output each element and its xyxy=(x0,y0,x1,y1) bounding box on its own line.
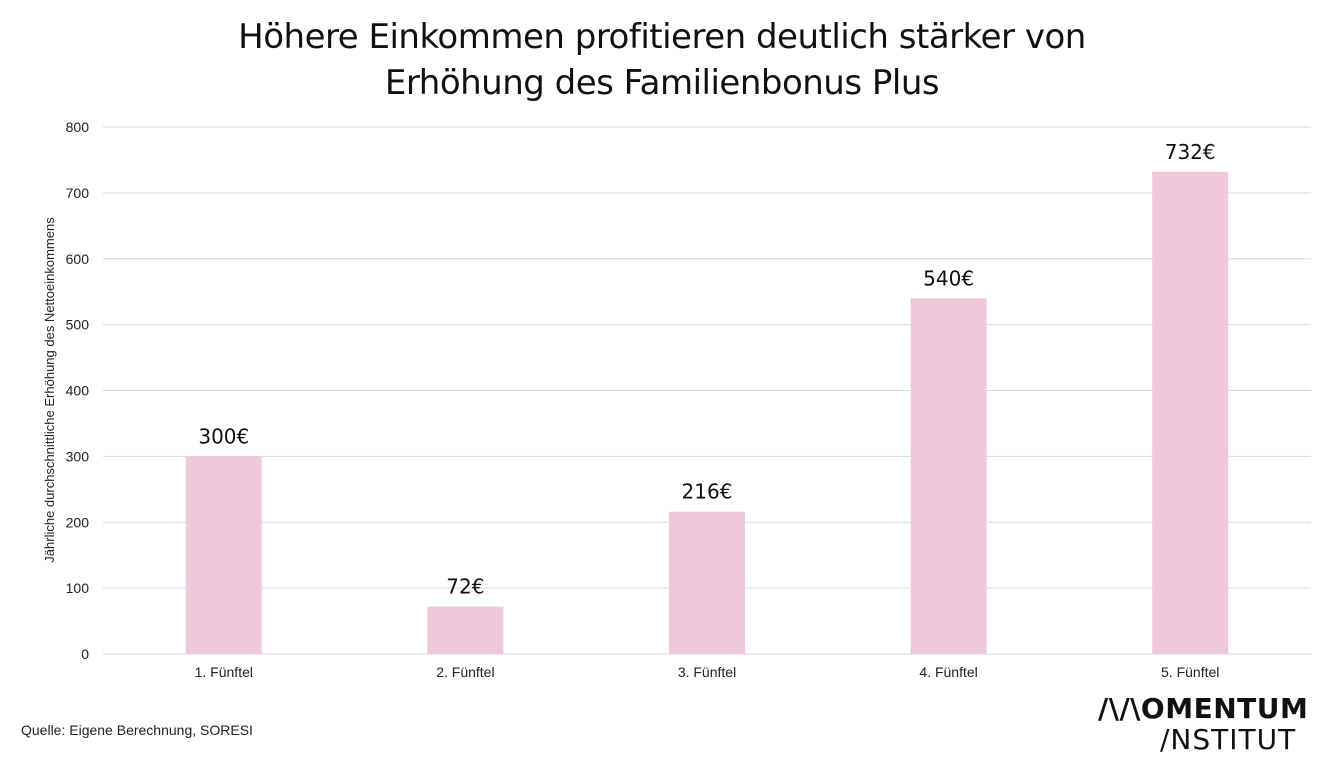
bar-1 xyxy=(185,456,262,654)
y-tick-label: 400 xyxy=(66,383,90,399)
y-tick-label: 800 xyxy=(66,119,90,135)
bar-3 xyxy=(669,511,745,654)
data-label-5: 732€ xyxy=(1165,140,1216,164)
x-tick-label-2: 2. Fünftel xyxy=(436,664,494,680)
data-label-3: 216€ xyxy=(682,480,733,504)
data-label-4: 540€ xyxy=(923,266,974,290)
x-tick-label-1: 1. Fünftel xyxy=(195,664,253,680)
bar-5 xyxy=(1152,171,1229,655)
chart-title-line-2: Erhöhung des Familienbonus Plus xyxy=(384,63,940,103)
bars xyxy=(185,171,1229,655)
x-axis-ticks: 1. Fünftel 2. Fünftel 3. Fünftel 4. Fünftel… xyxy=(195,664,1220,680)
data-label-1: 300€ xyxy=(198,424,249,448)
y-tick-label: 500 xyxy=(66,317,90,333)
y-tick-label: 700 xyxy=(66,185,90,201)
bar-4 xyxy=(910,298,987,654)
chart-title-line-1: Höhere Einkommen profitieren deutlich st… xyxy=(238,17,1086,57)
y-tick-label: 0 xyxy=(81,646,89,662)
y-tick-label: 300 xyxy=(66,448,90,464)
momentum-institut-logo: /\/\OMENTUM /NSTITUT xyxy=(1098,694,1308,756)
logo-line-1: /\/\OMENTUM xyxy=(1098,692,1309,725)
x-tick-label-5: 5. Fünftel xyxy=(1161,664,1219,680)
y-axis-ticks: 0 100 200 300 400 500 600 700 800 xyxy=(66,119,90,662)
y-axis-label: Jährliche durchschnittliche Erhöhung des… xyxy=(42,217,57,563)
logo-line-2: /NSTITUT xyxy=(1160,723,1297,756)
source-note: Quelle: Eigene Berechnung, SORESI xyxy=(21,722,253,738)
chart-title: Höhere Einkommen profitieren deutlich st… xyxy=(0,14,1324,106)
data-label-2: 72€ xyxy=(446,575,484,599)
data-labels: 300€ 72€ 216€ 540€ 732€ xyxy=(198,140,1215,599)
y-tick-label: 600 xyxy=(66,251,90,267)
x-tick-label-3: 3. Fünftel xyxy=(678,664,736,680)
y-tick-label: 100 xyxy=(66,580,90,596)
x-tick-label-4: 4. Fünftel xyxy=(919,664,977,680)
y-tick-label: 200 xyxy=(66,514,90,530)
bar-2 xyxy=(427,606,504,654)
